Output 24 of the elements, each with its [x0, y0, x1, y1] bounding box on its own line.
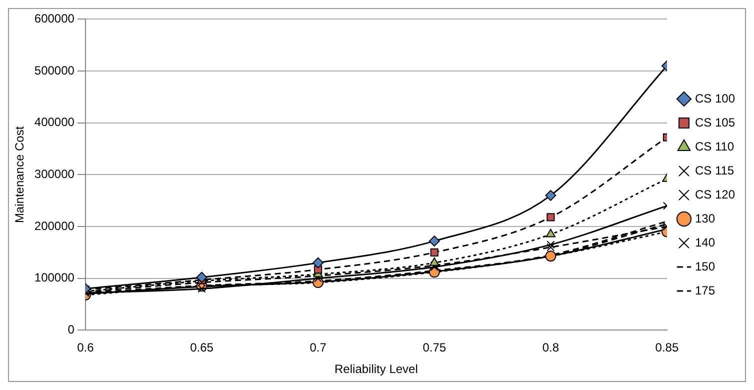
x-tick-label: 0.65	[190, 340, 214, 355]
y-tick-label: 400000	[34, 115, 75, 130]
x-tick-label: 0.85	[655, 340, 679, 355]
x-tick-label: 0.8	[542, 340, 560, 355]
x-tick-label: 0.75	[422, 340, 446, 355]
x-axis-title: Reliability Level	[334, 362, 418, 376]
legend-label: CS 110	[694, 139, 734, 154]
y-axis-title: Maintenance Cost	[12, 126, 27, 224]
legend-label: 130	[694, 211, 716, 226]
legend-label: CS 105	[694, 115, 736, 130]
legend-label: CS 115	[694, 163, 734, 178]
legend-label: 150	[694, 259, 716, 274]
legend-label: 140	[694, 235, 716, 250]
legend-label: CS 120	[694, 187, 736, 202]
y-tick-label: 600000	[34, 12, 75, 26]
legend-label: 175	[694, 283, 716, 298]
x-tick-label: 0.7	[310, 340, 327, 355]
y-tick-label: 200000	[34, 218, 75, 233]
y-tick-label: 0	[68, 322, 75, 337]
legend-label: CS 100	[694, 91, 736, 106]
y-tick-label: 100000	[34, 270, 75, 285]
y-tick-label: 500000	[34, 63, 75, 78]
y-tick-label: 300000	[34, 167, 75, 182]
x-tick-label: 0.6	[77, 340, 94, 355]
